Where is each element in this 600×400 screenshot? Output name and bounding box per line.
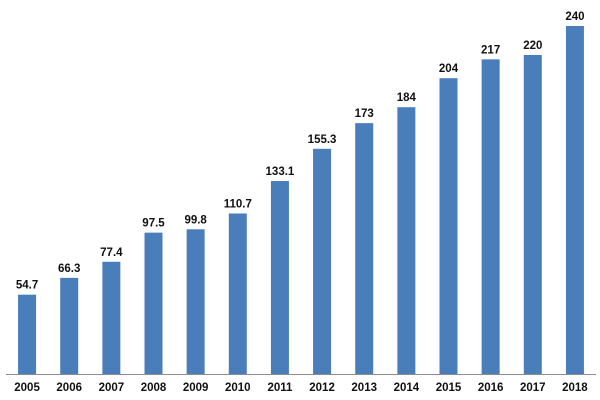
- x-tick-label-2012: 2012: [309, 382, 335, 394]
- x-tick-label-2008: 2008: [141, 382, 167, 394]
- x-tick-label-2006: 2006: [56, 382, 82, 394]
- x-tick-label-2009: 2009: [183, 382, 209, 394]
- data-label-2014: 184: [397, 92, 417, 104]
- data-label-2012: 155.3: [308, 134, 337, 146]
- bar-2005: [18, 294, 37, 374]
- x-tick-label-2018: 2018: [562, 382, 588, 394]
- x-tick-label-2014: 2014: [394, 382, 420, 394]
- data-label-2006: 66.3: [58, 263, 80, 275]
- x-tick-label-2011: 2011: [267, 382, 293, 394]
- bar-2006: [60, 277, 79, 374]
- x-tick-label-2005: 2005: [14, 382, 40, 394]
- bar-2008: [144, 232, 163, 375]
- data-label-2005: 54.7: [16, 280, 38, 292]
- bar-2015: [439, 78, 458, 374]
- x-tick-label-2010: 2010: [225, 382, 251, 394]
- bar-2012: [313, 148, 332, 374]
- bar-2016: [481, 59, 500, 374]
- data-labels-layer: 54.7 66.3 77.4 97.5 99.8 110.7 133.1 155.3 173 18…: [16, 11, 585, 292]
- bar-2009: [186, 229, 205, 374]
- bar-2011: [270, 181, 289, 374]
- data-label-2007: 77.4: [100, 247, 123, 259]
- x-axis-tick-labels: 2005 2006 2007 2008 2009 2010 2011 2012 2013 2014…: [14, 382, 588, 394]
- bars-layer: [18, 26, 584, 375]
- data-label-2018: 240: [565, 11, 584, 23]
- data-label-2008: 97.5: [142, 218, 165, 230]
- x-tick-label-2007: 2007: [99, 382, 125, 394]
- bar-2014: [397, 107, 416, 374]
- x-tick-label-2017: 2017: [520, 382, 546, 394]
- data-label-2010: 110.7: [224, 198, 252, 210]
- data-label-2013: 173: [355, 108, 374, 120]
- bar-2013: [355, 123, 374, 375]
- data-label-2016: 217: [481, 44, 500, 56]
- x-tick-label-2015: 2015: [436, 382, 462, 394]
- x-tick-label-2016: 2016: [478, 382, 504, 394]
- bar-2017: [523, 55, 542, 374]
- data-label-2015: 204: [439, 63, 459, 75]
- bar-2007: [102, 261, 121, 374]
- x-tick-label-2013: 2013: [351, 382, 377, 394]
- bar-2018: [565, 26, 584, 374]
- data-label-2011: 133.1: [266, 166, 295, 178]
- bar-2010: [228, 213, 247, 374]
- data-label-2017: 220: [523, 40, 542, 52]
- data-label-2009: 99.8: [184, 214, 207, 226]
